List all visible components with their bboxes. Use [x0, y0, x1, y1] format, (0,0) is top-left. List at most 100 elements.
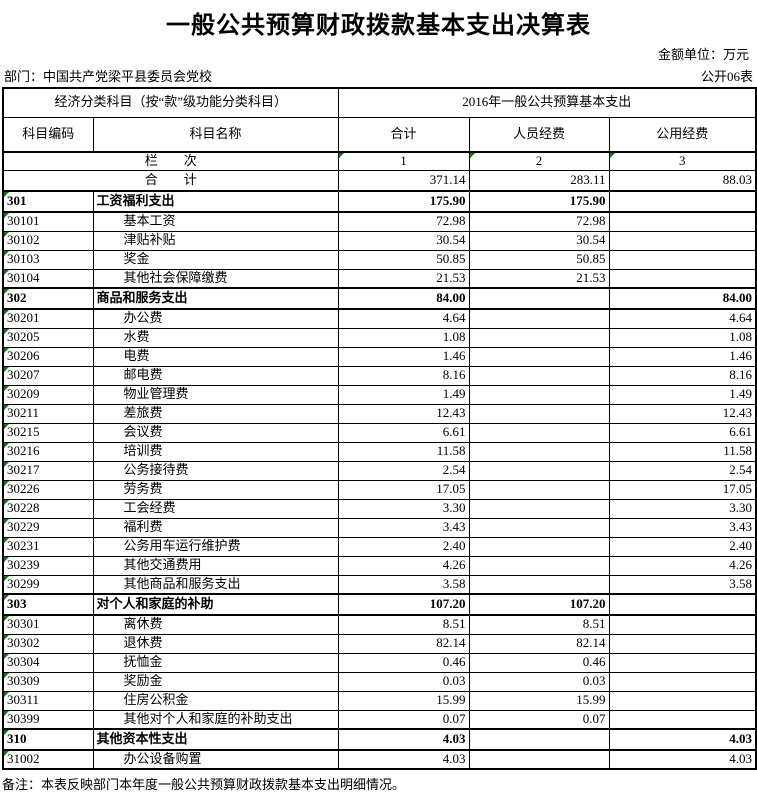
- cell-code: 30104: [2, 268, 94, 289]
- cell-personnel: [468, 346, 610, 367]
- grand-total-label: 合 计: [2, 169, 339, 192]
- cell-public: 84.00: [608, 287, 757, 310]
- cell-public: 3.30: [608, 498, 757, 519]
- col-header-personnel: 人员经费: [468, 116, 610, 153]
- cell-name: 商品和服务支出: [92, 287, 339, 310]
- cell-name: 办公设备购置: [92, 749, 339, 770]
- column-number-row: 栏 次 1 2 3: [2, 151, 757, 171]
- cell-public: 1.49: [608, 384, 757, 405]
- cell-public: [608, 690, 757, 711]
- cell-total: 4.64: [337, 308, 470, 329]
- unit-line: 金额单位：万元: [0, 40, 757, 63]
- cell-total: 17.05: [337, 479, 470, 500]
- cell-public: 11.58: [608, 441, 757, 462]
- cell-name: 退休费: [92, 633, 339, 654]
- cell-personnel: 8.51: [468, 614, 610, 635]
- cell-public: 17.05: [608, 479, 757, 500]
- table-row: 30217 公务接待费 2.54 2.54: [2, 460, 757, 481]
- table-row: 310 其他资本性支出 4.03 4.03: [2, 728, 757, 751]
- cell-total: 2.40: [337, 536, 470, 557]
- cell-name: 劳务费: [92, 479, 339, 500]
- table-row: 30299 其他商品和服务支出 3.58 3.58: [2, 574, 757, 595]
- cell-total: 107.20: [337, 593, 470, 616]
- cell-personnel: 175.90: [468, 190, 610, 213]
- cell-personnel: [468, 574, 610, 595]
- cell-code: 30302: [2, 633, 94, 654]
- cell-code: 30304: [2, 652, 94, 673]
- cell-code: 30217: [2, 460, 94, 481]
- cell-name: 离休费: [92, 614, 339, 635]
- cell-public: [608, 671, 757, 692]
- table-row: 30304 抚恤金 0.46 0.46: [2, 652, 757, 673]
- cell-total: 12.43: [337, 403, 470, 424]
- cell-public: [608, 230, 757, 251]
- cell-personnel: 30.54: [468, 230, 610, 251]
- table-row: 302 商品和服务支出 84.00 84.00: [2, 287, 757, 310]
- cell-code: 30311: [2, 690, 94, 711]
- cell-personnel: 72.98: [468, 211, 610, 232]
- cell-name: 其他社会保障缴费: [92, 268, 339, 289]
- cell-name: 基本工资: [92, 211, 339, 232]
- cell-public: [608, 633, 757, 654]
- note: 备注：本表反映部门本年度一般公共预算财政拨款基本支出明细情况。: [2, 777, 406, 792]
- cell-total: 1.49: [337, 384, 470, 405]
- cell-total: 1.08: [337, 327, 470, 348]
- cell-name: 其他对个人和家庭的补助支出: [92, 709, 339, 730]
- cell-code: 30103: [2, 249, 94, 270]
- grand-total-total: 371.14: [337, 169, 470, 192]
- cell-personnel: [468, 384, 610, 405]
- table-row: 30309 奖励金 0.03 0.03: [2, 671, 757, 692]
- cell-code: 303: [2, 593, 94, 616]
- column-header-row: 科目编码 科目名称 合计 人员经费 公用经费: [2, 116, 757, 153]
- cell-total: 4.03: [337, 728, 470, 751]
- col-header-total: 合计: [337, 116, 470, 153]
- cell-total: 4.03: [337, 749, 470, 770]
- cell-personnel: [468, 749, 610, 770]
- table-row: 30103 奖金 50.85 50.85: [2, 249, 757, 270]
- cell-name: 其他商品和服务支出: [92, 574, 339, 595]
- table-row: 303 对个人和家庭的补助 107.20 107.20: [2, 593, 757, 616]
- cell-code: 30309: [2, 671, 94, 692]
- cell-public: [608, 268, 757, 289]
- cell-code: 30228: [2, 498, 94, 519]
- cell-total: 6.61: [337, 422, 470, 443]
- cell-name: 水费: [92, 327, 339, 348]
- header-left-group: 经济分类科目（按“款”级功能分类科目）: [2, 87, 339, 118]
- col-header-public: 公用经费: [608, 116, 757, 153]
- cell-personnel: [468, 555, 610, 576]
- cell-personnel: [468, 308, 610, 329]
- grand-total-public: 88.03: [608, 169, 757, 192]
- cell-code: 30299: [2, 574, 94, 595]
- cell-name: 电费: [92, 346, 339, 367]
- cell-total: 21.53: [337, 268, 470, 289]
- cell-public: 12.43: [608, 403, 757, 424]
- cell-personnel: [468, 517, 610, 538]
- cell-code: 30101: [2, 211, 94, 232]
- cell-personnel: 15.99: [468, 690, 610, 711]
- cell-public: 2.54: [608, 460, 757, 481]
- cell-public: [608, 593, 757, 616]
- cell-name: 其他交通费用: [92, 555, 339, 576]
- cell-total: 3.30: [337, 498, 470, 519]
- cell-code: 30215: [2, 422, 94, 443]
- cell-total: 0.07: [337, 709, 470, 730]
- cell-personnel: 82.14: [468, 633, 610, 654]
- cell-total: 50.85: [337, 249, 470, 270]
- table-row: 30207 邮电费 8.16 8.16: [2, 365, 757, 386]
- cell-total: 30.54: [337, 230, 470, 251]
- cell-public: 8.16: [608, 365, 757, 386]
- cell-name: 公务接待费: [92, 460, 339, 481]
- cell-code: 30399: [2, 709, 94, 730]
- cell-public: 4.64: [608, 308, 757, 329]
- cell-name: 抚恤金: [92, 652, 339, 673]
- cell-name: 物业管理费: [92, 384, 339, 405]
- table-row: 30101 基本工资 72.98 72.98: [2, 211, 757, 232]
- cell-public: 4.26: [608, 555, 757, 576]
- cell-public: [608, 211, 757, 232]
- table-row: 30216 培训费 11.58 11.58: [2, 441, 757, 462]
- cell-code: 30239: [2, 555, 94, 576]
- cell-total: 8.51: [337, 614, 470, 635]
- table-row: 30301 离休费 8.51 8.51: [2, 614, 757, 635]
- cell-total: 3.43: [337, 517, 470, 538]
